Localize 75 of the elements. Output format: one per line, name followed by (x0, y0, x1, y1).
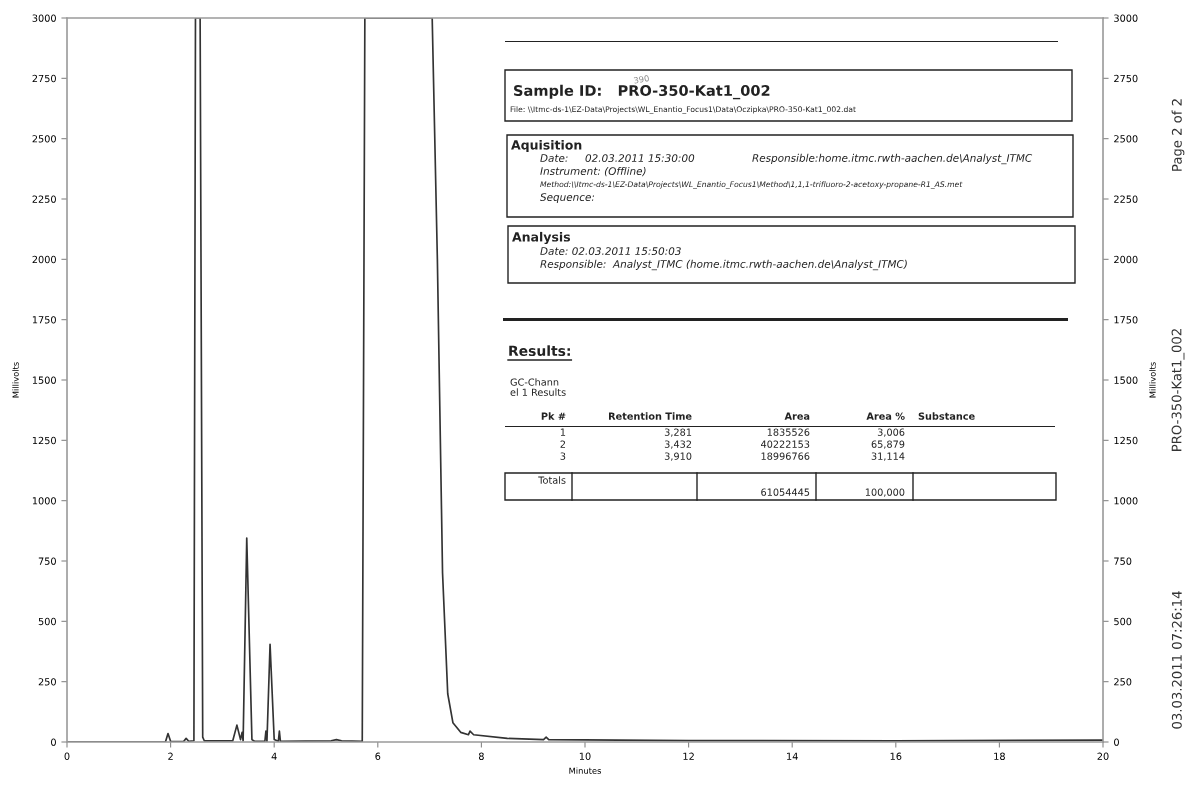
x-tick-label: 8 (478, 752, 484, 760)
x-tick-label: 10 (579, 752, 591, 760)
annotation: 3,432 (664, 440, 692, 449)
x-tick-label: 6 (375, 752, 381, 760)
y-tick-label: 0 (51, 738, 56, 746)
y-tick-label: 2250 (32, 195, 56, 203)
annotation: Retention Time (608, 412, 692, 420)
y-tick-label: 1750 (32, 316, 56, 324)
annotation: 3,281 (664, 428, 692, 437)
y-tick-label: 3000 (32, 14, 56, 22)
x-tick-label: 2 (168, 752, 173, 760)
annotation: Substance (918, 412, 975, 420)
annotation: 2 (560, 440, 566, 448)
annotation: Responsible: Analyst_ITMC (home.itmc.rwth-aachen.de\Analyst_ITMC) (540, 259, 907, 271)
x-tick-label: 16 (890, 752, 902, 760)
annotation: Area (784, 412, 810, 420)
y2-tick-label: 3000 (1114, 14, 1138, 22)
y-tick-label: 2750 (32, 74, 56, 83)
y-axis-title: Millivolts (12, 362, 19, 398)
y2-tick-label: 1750 (1114, 316, 1138, 324)
annotation: Results: (509, 345, 570, 357)
y2-tick-label: 1250 (1114, 436, 1138, 445)
y-tick-label: 500 (38, 617, 56, 626)
annotation: 3,006 (877, 428, 905, 437)
annotation: Instrument: (Offline) (540, 166, 646, 177)
annotation: 61054445 (761, 488, 810, 496)
x-axis-title: Minutes (569, 767, 601, 774)
annotation: 31,114 (871, 452, 905, 461)
annotation: Date: 02.03.2011 15:50:03 (540, 247, 681, 256)
x-tick-label: 20 (1097, 752, 1109, 760)
y2-tick-label: 1500 (1114, 376, 1138, 384)
annotation: Area % (866, 412, 905, 420)
y-tick-label: 1000 (32, 497, 56, 505)
x-tick-label: 14 (787, 752, 798, 760)
annotation: Sample ID: PRO-350-Kat1_002 (514, 84, 770, 100)
y2-tick-label: 750 (1114, 557, 1132, 565)
annotation: 390 (633, 74, 650, 84)
y2-tick-label: 2250 (1114, 195, 1138, 203)
y2-tick-label: 250 (1114, 678, 1132, 686)
text: 03.03.2011 07:26:14 (1171, 591, 1182, 729)
annotation: Date: 02.03.2011 15:30:00 (540, 154, 695, 163)
y2-tick-label: 2500 (1114, 135, 1138, 143)
y2-axis-title: Millivolts (1149, 362, 1156, 398)
annotation: 3 (560, 452, 566, 460)
annotation: 65,879 (871, 440, 905, 449)
y2-tick-label: 2000 (1114, 255, 1138, 264)
y2-tick-label: 2750 (1114, 74, 1138, 83)
y-tick-label: 1500 (32, 376, 56, 384)
annotation: 18996766 (761, 452, 810, 460)
y-tick-label: 2500 (32, 135, 56, 143)
y2-tick-label: 1000 (1114, 497, 1138, 505)
annotation: GC-Chann el 1 Results (510, 378, 566, 396)
annotation: Analysis (512, 231, 571, 245)
y2-tick-label: 0 (1114, 738, 1119, 746)
text: Page 2 of 2 (1171, 99, 1185, 171)
annotation: Totals (538, 476, 566, 484)
annotation: Responsible:home.itmc.rwth-aachen.de\Analyst_ITMC (752, 153, 1033, 165)
annotation: Sequence: (540, 193, 595, 204)
y-tick-label: 750 (38, 557, 56, 565)
annotation: 1 (560, 428, 566, 436)
x-tick-label: 18 (994, 752, 1005, 760)
annotation: 40222153 (760, 440, 810, 448)
text: PRO-350-Kat1_002 (1171, 329, 1185, 451)
annotation: 1835526 (767, 428, 810, 436)
annotation: 100,000 (865, 488, 905, 497)
y2-tick-label: 500 (1114, 617, 1132, 626)
y-tick-label: 2000 (32, 255, 56, 264)
annotation: Aquisition (511, 139, 582, 153)
y-tick-label: 250 (38, 678, 56, 686)
annotation: Pk # (541, 412, 566, 420)
x-tick-label: 0 (64, 752, 70, 760)
y-tick-label: 1250 (32, 436, 56, 445)
x-tick-label: 4 (271, 752, 277, 760)
x-tick-label: 12 (683, 752, 694, 760)
annotation: 3,910 (664, 452, 692, 461)
